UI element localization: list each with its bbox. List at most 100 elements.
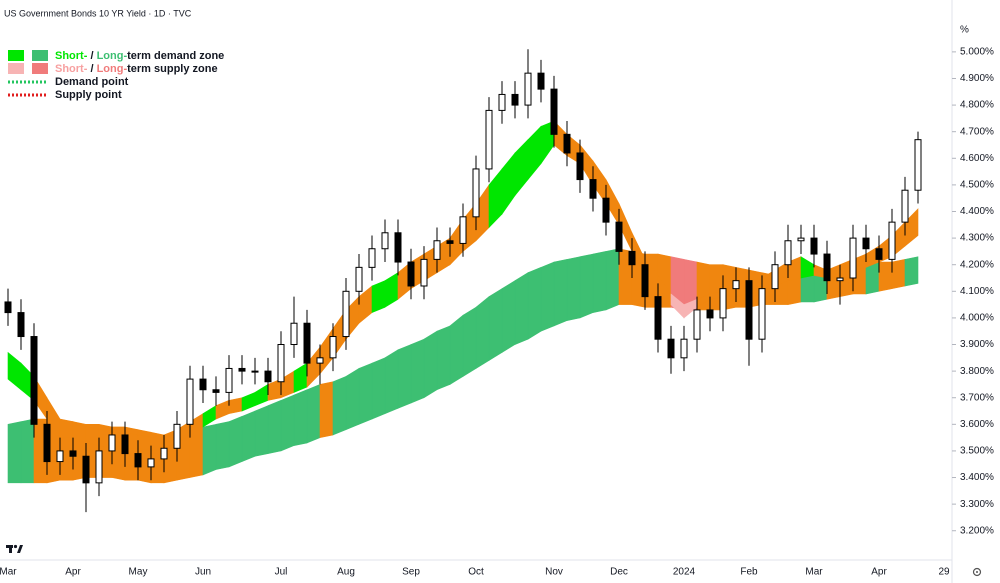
legend-text: Supply point bbox=[55, 89, 122, 101]
x-tick-label: Apr bbox=[65, 567, 81, 578]
long-zone-segment bbox=[527, 266, 542, 340]
candle-body bbox=[108, 434, 116, 452]
candle-body bbox=[602, 197, 610, 223]
x-tick-label: Feb bbox=[740, 567, 758, 578]
candle-body bbox=[381, 232, 389, 250]
y-tick-label: 4.000% bbox=[960, 313, 994, 324]
long-zone-segment bbox=[332, 375, 347, 436]
plot-area bbox=[4, 49, 922, 513]
candle-body bbox=[472, 168, 480, 218]
candle-body bbox=[303, 322, 311, 364]
legend-text: Short- / Long-term supply zone bbox=[55, 63, 218, 75]
candle-body bbox=[147, 458, 155, 468]
long-zone-segment bbox=[241, 410, 256, 463]
short-zone-segment bbox=[371, 280, 386, 314]
y-tick-label: 3.800% bbox=[960, 366, 994, 377]
long-zone-segment bbox=[358, 362, 373, 425]
candle-body bbox=[901, 189, 909, 223]
candle-body bbox=[407, 261, 415, 287]
legend-text: Demand point bbox=[55, 76, 129, 88]
candle-body bbox=[719, 288, 727, 319]
x-tick-label: 29 bbox=[938, 567, 950, 578]
candle-body bbox=[199, 378, 207, 391]
settings-icon-dot[interactable] bbox=[976, 571, 978, 573]
candle-body bbox=[641, 264, 649, 298]
x-tick-label: Dec bbox=[610, 567, 628, 578]
candle-body bbox=[784, 240, 792, 266]
candle-body bbox=[589, 179, 597, 199]
candle-body bbox=[420, 258, 428, 287]
y-tick-label: 4.900% bbox=[960, 73, 994, 84]
legend-swatch bbox=[8, 63, 24, 74]
long-zone-segment bbox=[215, 421, 230, 470]
candle-body bbox=[56, 450, 64, 463]
y-tick-label: 4.700% bbox=[960, 126, 994, 137]
y-tick-label: 5.000% bbox=[960, 47, 994, 58]
long-zone-segment bbox=[488, 288, 503, 362]
x-tick-label: Apr bbox=[871, 567, 887, 578]
candle-body bbox=[134, 453, 142, 468]
candle-body bbox=[680, 338, 688, 359]
candle-body bbox=[758, 288, 766, 340]
y-tick-label: 3.400% bbox=[960, 472, 994, 483]
legend-sep: / bbox=[87, 50, 96, 62]
candle-body bbox=[277, 344, 285, 383]
candle-body bbox=[745, 280, 753, 340]
long-zone-segment bbox=[319, 381, 334, 438]
y-tick-label: 4.300% bbox=[960, 233, 994, 244]
long-zone-segment bbox=[189, 426, 204, 478]
y-tick-label: 4.600% bbox=[960, 153, 994, 164]
unit-label: % bbox=[960, 25, 969, 36]
logo-part bbox=[9, 545, 12, 553]
candle-body bbox=[550, 88, 558, 135]
long-zone-segment bbox=[397, 344, 412, 409]
y-tick-label: 3.500% bbox=[960, 446, 994, 457]
long-zone-segment bbox=[878, 261, 893, 292]
candle-body bbox=[849, 237, 857, 279]
candle-body bbox=[706, 309, 714, 319]
candle-body bbox=[329, 336, 337, 359]
long-zone-segment bbox=[592, 251, 607, 313]
long-zone-segment bbox=[540, 261, 555, 332]
long-zone-segment bbox=[202, 423, 217, 476]
legend-swatch bbox=[8, 50, 24, 61]
candle-body bbox=[95, 450, 103, 484]
candle-body bbox=[667, 338, 675, 359]
candle-body bbox=[4, 301, 12, 314]
long-zone-segment bbox=[267, 399, 282, 454]
candle-body bbox=[69, 450, 77, 457]
y-tick-label: 4.400% bbox=[960, 206, 994, 217]
short-zone-segment bbox=[137, 434, 152, 452]
settings-icon[interactable] bbox=[972, 567, 982, 577]
candle-body bbox=[394, 232, 402, 263]
legend-sep: / bbox=[87, 63, 96, 75]
long-zone-segment bbox=[553, 259, 568, 327]
y-tick-label: 4.800% bbox=[960, 100, 994, 111]
y-tick-label: 4.100% bbox=[960, 286, 994, 297]
long-zone-segment bbox=[306, 383, 321, 444]
long-zone-segment bbox=[423, 330, 438, 399]
candle-body bbox=[537, 72, 545, 90]
long-zone-segment bbox=[449, 314, 464, 385]
y-tick-label: 3.300% bbox=[960, 499, 994, 510]
long-zone-segment bbox=[605, 248, 620, 311]
candle-body bbox=[82, 455, 90, 484]
candle-body bbox=[693, 309, 701, 340]
long-zone-segment bbox=[345, 367, 360, 431]
legend-short: Short- bbox=[55, 63, 88, 75]
x-tick-label: Sep bbox=[402, 567, 420, 578]
legend-long: Long- bbox=[97, 50, 128, 62]
candle-body bbox=[342, 290, 350, 338]
x-tick-label: Mar bbox=[805, 567, 823, 578]
candle-body bbox=[30, 336, 38, 425]
logo bbox=[6, 544, 23, 553]
y-tick-label: 3.600% bbox=[960, 419, 994, 430]
candle-body bbox=[316, 357, 324, 364]
x-tick-label: Jul bbox=[275, 567, 288, 578]
y-tick-label: 3.700% bbox=[960, 392, 994, 403]
settings-icon-ring[interactable] bbox=[972, 567, 982, 577]
long-zone-segment bbox=[475, 295, 490, 369]
legend-long: Long- bbox=[97, 63, 128, 75]
